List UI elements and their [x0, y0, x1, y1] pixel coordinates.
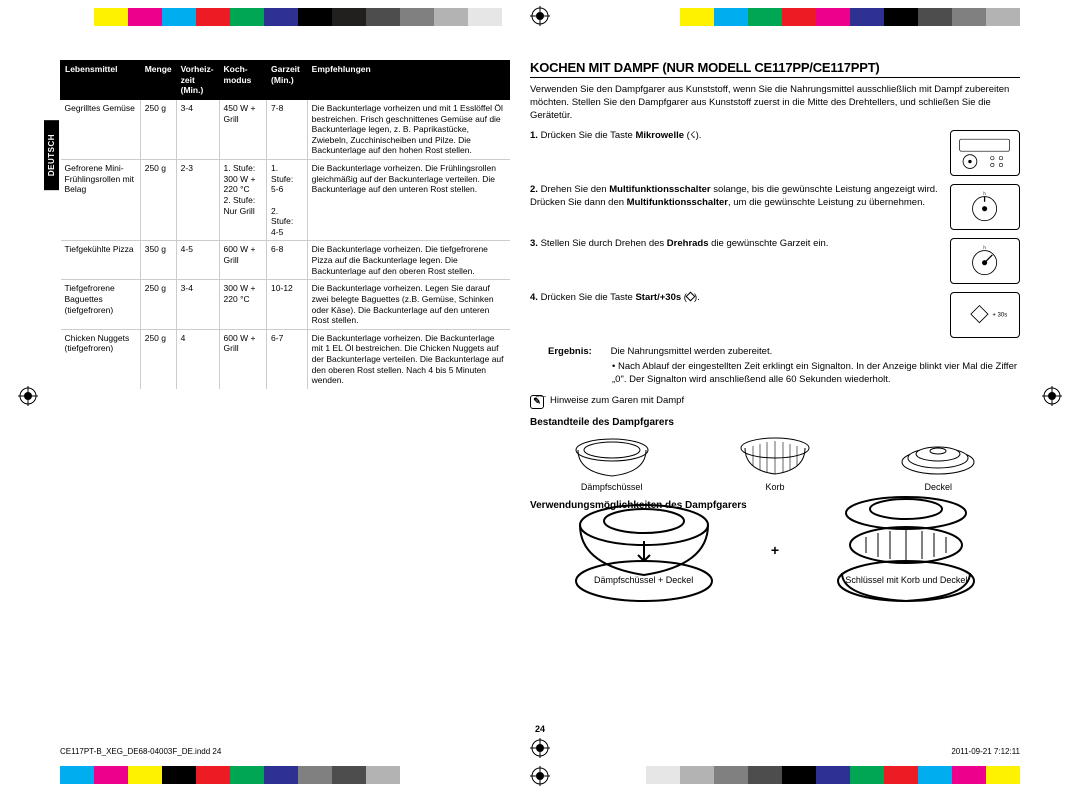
table-cell: 1. Stufe: 300 W + 220 °C2. Stufe: Nur Gr… [219, 160, 267, 241]
plus-icon: + [771, 542, 779, 558]
table-cell: Tiefgefrorene Baguettes (tiefgefroren) [61, 280, 141, 330]
table-cell: 10-12 [267, 280, 308, 330]
table-cell: Tiefgekühlte Pizza [61, 241, 141, 280]
svg-text:h: h [984, 245, 987, 250]
footer-timestamp: 2011-09-21 7:12:11 [951, 747, 1020, 756]
note-icon: ✎ [530, 395, 544, 409]
table-cell: 300 W + 220 °C [219, 280, 267, 330]
part-image [715, 432, 835, 482]
table-header: Vorheiz-zeit (Min.) [176, 61, 219, 100]
table-cell: Die Backunterlage vorheizen. Die Backunt… [307, 329, 509, 389]
step-row: 3. Stellen Sie durch Drehen des Drehrads… [530, 238, 1020, 284]
note-text: Hinweise zum Garen mit Dampf [550, 395, 684, 406]
parts-row: Dämpfschüssel Korb Deckel [530, 432, 1020, 492]
table-cell: 1. Stufe: 5-62. Stufe: 4-5 [267, 160, 308, 241]
table-cell: 4 [176, 329, 219, 389]
svg-text:+ 30s: + 30s [993, 312, 1008, 318]
table-cell: Die Backunterlage vorheizen. Die tiefgef… [307, 241, 509, 280]
combo-1: Dämpfschüssel + Deckel [544, 515, 744, 585]
part-image [878, 432, 998, 482]
result-bullets: • Nach Ablauf der eingestellten Zeit erk… [612, 361, 1020, 387]
table-cell: 350 g [140, 241, 176, 280]
result-label: Ergebnis: [548, 346, 608, 359]
right-column: KOCHEN MIT DAMPF (NUR MODELL CE117PP/CE1… [530, 60, 1020, 732]
step-row: 4. Drücken Sie die Taste Start/+30s (). +… [530, 292, 1020, 338]
step-image: + 30s [950, 292, 1020, 338]
step-image [950, 130, 1020, 176]
page-number: 24 [0, 724, 1080, 734]
svg-text:h: h [984, 191, 987, 196]
table-row: Gegrilltes Gemüse250 g3-4450 W + Grill7-… [61, 99, 510, 159]
page-content: LebensmittelMengeVorheiz-zeit (Min.)Koch… [60, 60, 1020, 732]
table-cell: 250 g [140, 160, 176, 241]
result-block: Ergebnis: Die Nahrungsmittel werden zube… [548, 346, 1020, 386]
registration-mark-right [1042, 386, 1062, 406]
table-cell: 6-7 [267, 329, 308, 389]
section-heading: KOCHEN MIT DAMPF (NUR MODELL CE117PP/CE1… [530, 60, 1020, 78]
table-cell: 6-8 [267, 241, 308, 280]
table-cell: 250 g [140, 329, 176, 389]
table-header: Empfehlungen [307, 61, 509, 100]
registration-mark-bottom [530, 766, 550, 786]
step-row: 1. Drücken Sie die Taste Mikrowelle (☇). [530, 130, 1020, 176]
table-cell: 4-5 [176, 241, 219, 280]
step-image: h [950, 238, 1020, 284]
registration-mark-left [18, 386, 38, 406]
note-row: ✎ Hinweise zum Garen mit Dampf [530, 395, 1020, 409]
table-cell: Die Backunterlage vorheizen. Legen Sie d… [307, 280, 509, 330]
left-column: LebensmittelMengeVorheiz-zeit (Min.)Koch… [60, 60, 510, 732]
table-cell: 3-4 [176, 280, 219, 330]
registration-mark-top [530, 6, 550, 26]
parts-heading: Bestandteile des Dampfgarers [530, 417, 1020, 428]
footer-file: CE117PT-B_XEG_DE68-04003F_DE.indd 24 [60, 747, 221, 756]
cooking-table: LebensmittelMengeVorheiz-zeit (Min.)Koch… [60, 60, 510, 389]
step-text: 2. Drehen Sie den Multifunktionsschalter… [530, 184, 940, 210]
table-row: Chicken Nuggets (tiefgefroren)250 g4600 … [61, 329, 510, 389]
table-cell: 3-4 [176, 99, 219, 159]
part: Deckel [878, 432, 998, 492]
table-header: Koch-modus [219, 61, 267, 100]
table-cell: Die Backunterlage vorheizen und mit 1 Es… [307, 99, 509, 159]
step-row: 2. Drehen Sie den Multifunktionsschalter… [530, 184, 1020, 230]
table-header: Lebensmittel [61, 61, 141, 100]
combo-row: Dämpfschüssel + Deckel + Schlüssel mit K… [530, 515, 1020, 585]
language-tab: DEUTSCH [44, 120, 59, 190]
part: Dämpfschüssel [552, 432, 672, 492]
intro-text: Verwenden Sie den Dampfgarer aus Kunstst… [530, 84, 1020, 122]
table-cell: 250 g [140, 280, 176, 330]
table-cell: 450 W + Grill [219, 99, 267, 159]
table-cell: 600 W + Grill [219, 241, 267, 280]
footer: CE117PT-B_XEG_DE68-04003F_DE.indd 24 201… [60, 747, 1020, 756]
part-image [552, 432, 672, 482]
step-text: 4. Drücken Sie die Taste Start/+30s (). [530, 292, 940, 305]
table-row: Tiefgekühlte Pizza350 g4-5600 W + Grill6… [61, 241, 510, 280]
step-image: h [950, 184, 1020, 230]
table-cell: Die Backunterlage vorheizen. Die Frühlin… [307, 160, 509, 241]
table-cell: Gegrilltes Gemüse [61, 99, 141, 159]
steps-list: 1. Drücken Sie die Taste Mikrowelle (☇).… [530, 130, 1020, 338]
color-bar-top-left [60, 8, 502, 26]
part: Korb [715, 432, 835, 492]
table-cell: 2-3 [176, 160, 219, 241]
table-cell: 250 g [140, 99, 176, 159]
table-header: Menge [140, 61, 176, 100]
step-text: 3. Stellen Sie durch Drehen des Drehrads… [530, 238, 940, 251]
result-text: Die Nahrungsmittel werden zubereitet. [611, 346, 1018, 359]
table-cell: Gefrorene Mini-Frühlingsrollen mit Belag [61, 160, 141, 241]
table-cell: 7-8 [267, 99, 308, 159]
color-bar-bottom-right [612, 766, 1020, 784]
color-bar-top-right [680, 8, 1020, 26]
color-bar-bottom-left [60, 766, 400, 784]
table-header: Garzeit(Min.) [267, 61, 308, 100]
combo-2: Schlüssel mit Korb und Deckel [806, 515, 1006, 585]
table-row: Tiefgefrorene Baguettes (tiefgefroren)25… [61, 280, 510, 330]
table-row: Gefrorene Mini-Frühlingsrollen mit Belag… [61, 160, 510, 241]
step-text: 1. Drücken Sie die Taste Mikrowelle (☇). [530, 130, 940, 143]
table-cell: Chicken Nuggets (tiefgefroren) [61, 329, 141, 389]
table-cell: 600 W + Grill [219, 329, 267, 389]
